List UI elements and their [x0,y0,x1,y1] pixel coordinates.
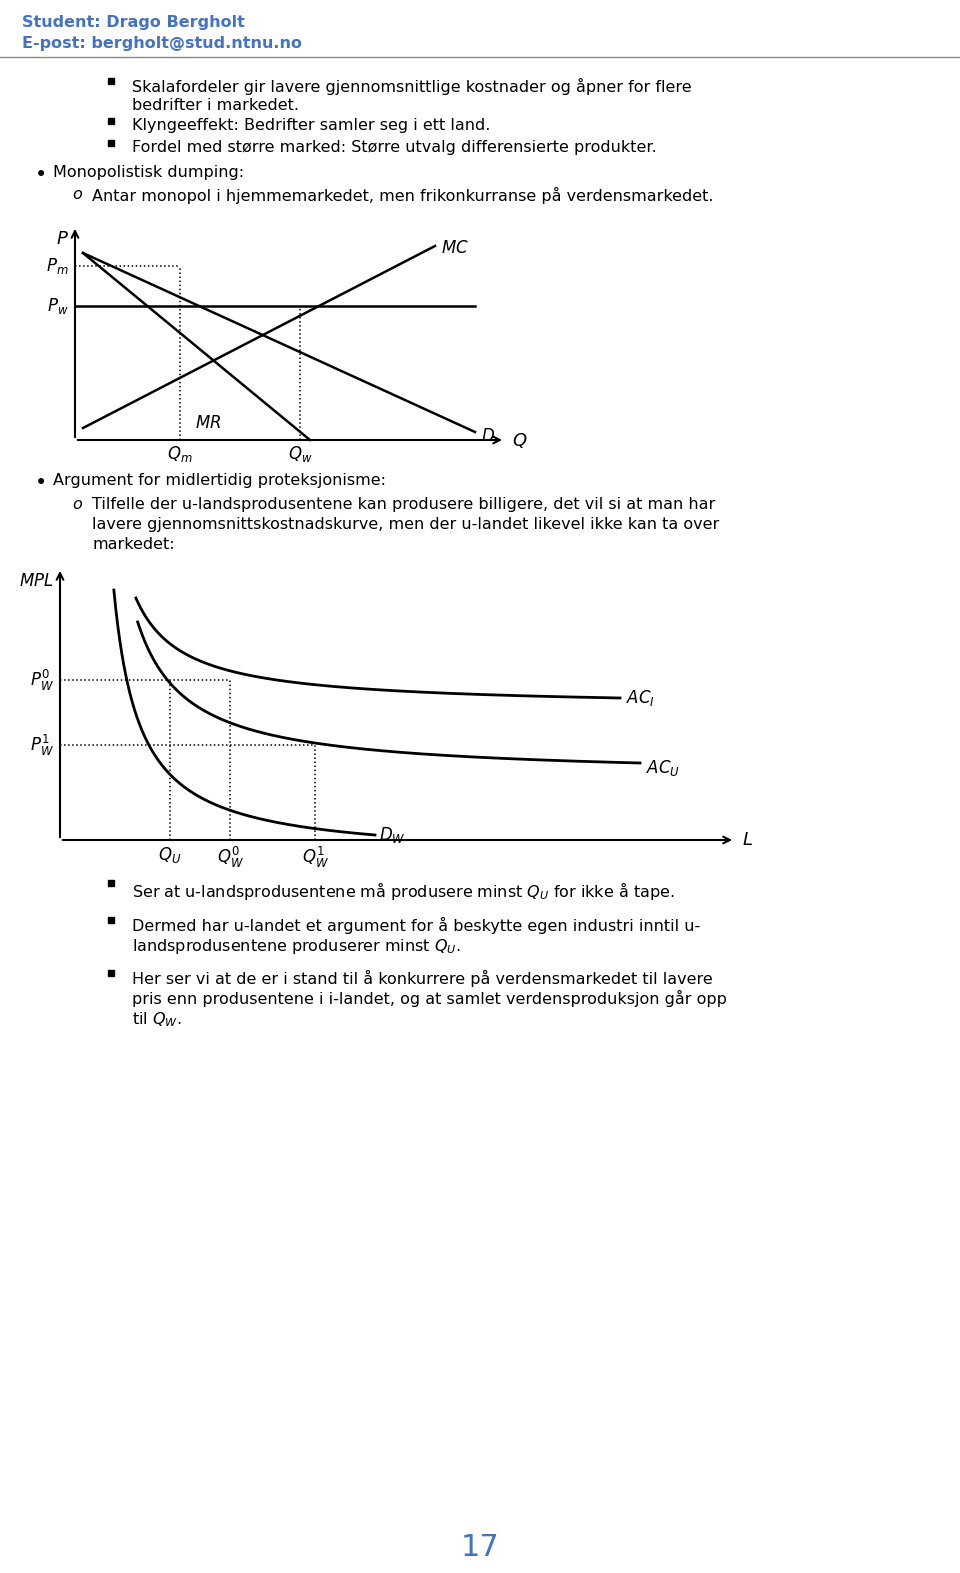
Bar [108,140,114,146]
Text: Skalafordeler gir lavere gjennomsnittlige kostnader og åpner for flere: Skalafordeler gir lavere gjennomsnittlig… [132,79,691,94]
Text: E-post: bergholt@stud.ntnu.no: E-post: bergholt@stud.ntnu.no [22,36,302,50]
Text: bedrifter i markedet.: bedrifter i markedet. [132,98,299,113]
Text: $P_W^1$: $P_W^1$ [30,733,54,758]
Text: til $Q_W$.: til $Q_W$. [132,1010,181,1029]
Text: $Q_w$: $Q_w$ [288,444,312,464]
Bar [108,917,114,923]
Text: Argument for midlertidig proteksjonisme:: Argument for midlertidig proteksjonisme: [53,473,386,488]
Text: pris enn produsentene i i-landet, og at samlet verdensproduksjon går opp: pris enn produsentene i i-landet, og at … [132,989,727,1007]
Text: $P$: $P$ [57,230,69,249]
Text: $AC_I$: $AC_I$ [626,687,655,708]
Text: Monopolistisk dumping:: Monopolistisk dumping: [53,165,244,179]
Text: Fordel med større marked: Større utvalg differensierte produkter.: Fordel med større marked: Større utvalg … [132,140,657,156]
Text: Klyngeeffekt: Bedrifter samler seg i ett land.: Klyngeeffekt: Bedrifter samler seg i ett… [132,118,491,134]
Text: $P_W^0$: $P_W^0$ [30,667,54,692]
Text: Tilfelle der u-landsprodusentene kan produsere billigere, det vil si at man har: Tilfelle der u-landsprodusentene kan pro… [92,497,715,511]
Bar [108,879,114,886]
Text: o: o [72,497,82,511]
Text: lavere gjennomsnittskostnadskurve, men der u-landet likevel ikke kan ta over: lavere gjennomsnittskostnadskurve, men d… [92,518,719,532]
Text: landsprodusentene produserer minst $Q_U$.: landsprodusentene produserer minst $Q_U$… [132,938,461,956]
Bar [108,79,114,83]
Text: $Q_m$: $Q_m$ [167,444,193,464]
Text: $Q_W^0$: $Q_W^0$ [217,845,244,870]
Text: 17: 17 [461,1534,499,1562]
Text: $MR$: $MR$ [195,414,222,433]
Text: $L$: $L$ [742,831,753,849]
Text: Dermed har u-landet et argument for å beskytte egen industri inntil u-: Dermed har u-landet et argument for å be… [132,917,700,934]
Text: $AC_U$: $AC_U$ [646,758,680,779]
Bar [108,118,114,124]
Text: markedet:: markedet: [92,536,175,552]
Text: $P_m$: $P_m$ [46,256,69,275]
Text: $Q$: $Q$ [512,431,527,450]
Text: $Q_U$: $Q_U$ [158,845,181,865]
Text: $MPL$: $MPL$ [19,573,54,590]
Text: •: • [35,165,47,186]
Text: Ser at u-landsprodusentene må produsere minst $Q_U$ for ikke å tape.: Ser at u-landsprodusentene må produsere … [132,879,675,901]
Text: Student: Drago Bergholt: Student: Drago Bergholt [22,16,245,30]
Text: o: o [72,187,82,201]
Text: $D$: $D$ [481,426,495,445]
Text: $MC$: $MC$ [441,239,468,256]
Text: Antar monopol i hjemmemarkedet, men frikonkurranse på verdensmarkedet.: Antar monopol i hjemmemarkedet, men frik… [92,187,713,204]
Text: $D_W$: $D_W$ [379,824,406,845]
Text: Her ser vi at de er i stand til å konkurrere på verdensmarkedet til lavere: Her ser vi at de er i stand til å konkur… [132,971,712,986]
Text: $Q_W^1$: $Q_W^1$ [301,845,328,870]
Text: $P_w$: $P_w$ [47,296,69,316]
Text: •: • [35,473,47,492]
Bar [108,971,114,975]
